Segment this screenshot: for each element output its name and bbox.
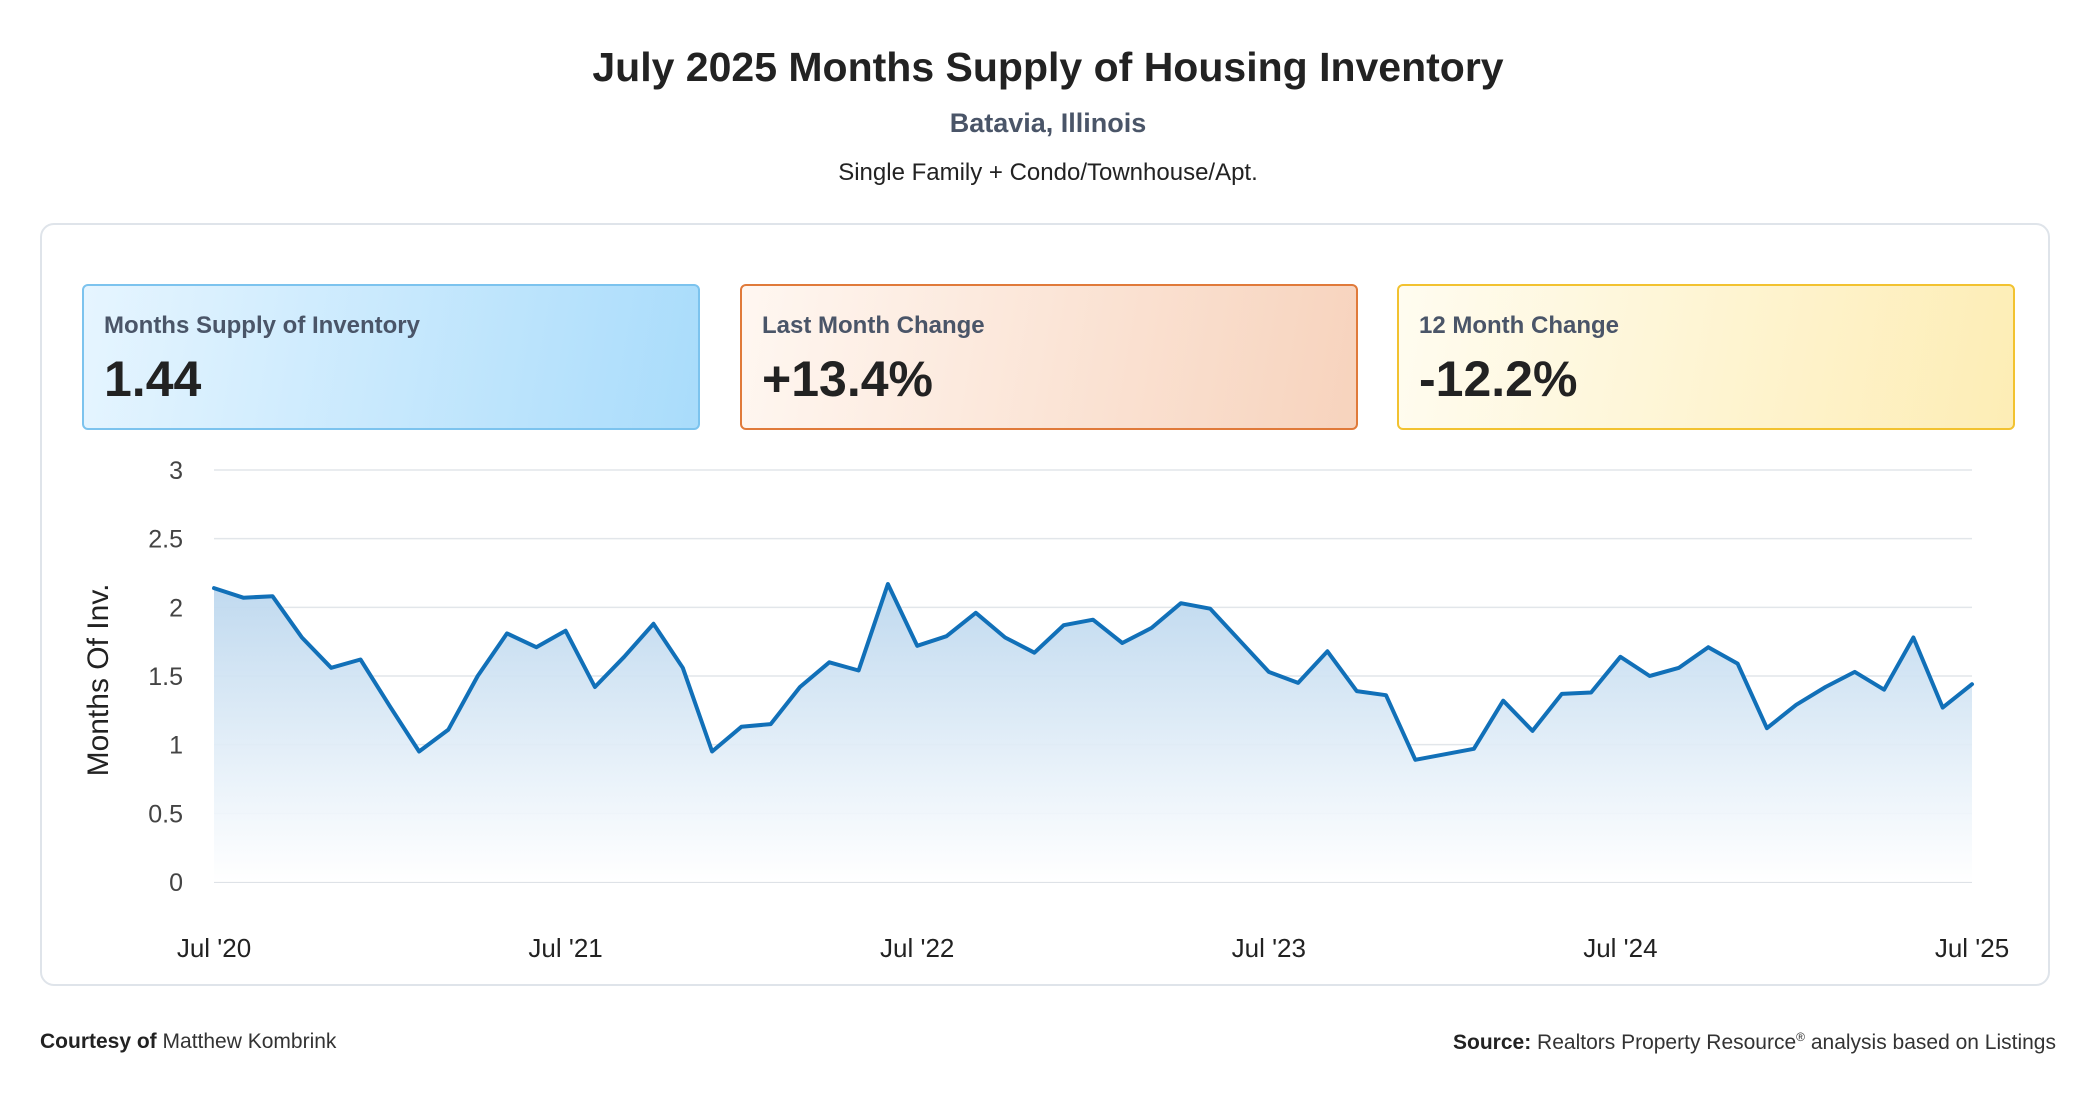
courtesy-label: Courtesy of <box>40 1030 157 1053</box>
data-point[interactable] <box>794 681 806 693</box>
data-point[interactable] <box>1028 647 1040 659</box>
y-tick-label: 2.5 <box>148 526 183 554</box>
data-point[interactable] <box>413 746 425 758</box>
data-point[interactable] <box>1820 681 1832 693</box>
data-point[interactable] <box>941 630 953 642</box>
data-point[interactable] <box>1644 670 1656 682</box>
card-label: Months Supply of Inventory <box>104 312 420 339</box>
data-point[interactable] <box>1614 651 1626 663</box>
x-tick-label: Jul '25 <box>1935 933 2009 963</box>
card-label: Last Month Change <box>762 312 985 339</box>
data-point[interactable] <box>1116 637 1128 649</box>
data-point[interactable] <box>1234 634 1246 646</box>
data-point[interactable] <box>1175 597 1187 609</box>
data-point[interactable] <box>560 625 572 637</box>
data-point[interactable] <box>1409 754 1421 766</box>
data-point[interactable] <box>1878 684 1890 696</box>
data-point[interactable] <box>296 632 308 644</box>
property-segment: Single Family + Condo/Townhouse/Apt. <box>838 159 1258 186</box>
courtesy-credit: Courtesy of Matthew Kombrink <box>40 1030 336 1054</box>
twelve-month-change-card: 12 Month Change -12.2% <box>1397 284 2015 430</box>
data-point[interactable] <box>823 656 835 668</box>
data-point[interactable] <box>1146 622 1158 634</box>
registered-mark: ® <box>1796 1030 1805 1044</box>
data-point[interactable] <box>1087 614 1099 626</box>
data-point[interactable] <box>735 721 747 733</box>
data-point[interactable] <box>677 662 689 674</box>
data-point[interactable] <box>1761 722 1773 734</box>
data-point[interactable] <box>853 665 865 677</box>
data-point[interactable] <box>501 627 513 639</box>
data-point[interactable] <box>1907 632 1919 644</box>
data-point[interactable] <box>618 651 630 663</box>
data-point[interactable] <box>237 592 249 604</box>
card-value: -12.2% <box>1419 351 1578 407</box>
x-tick-label: Jul '21 <box>528 933 602 963</box>
data-point[interactable] <box>1058 619 1070 631</box>
data-point[interactable] <box>384 700 396 712</box>
data-point[interactable] <box>1849 666 1861 678</box>
data-point[interactable] <box>706 746 718 758</box>
data-point[interactable] <box>1292 677 1304 689</box>
data-point[interactable] <box>1585 686 1597 698</box>
data-point[interactable] <box>1468 743 1480 755</box>
data-point[interactable] <box>970 607 982 619</box>
y-tick-label: 1.5 <box>148 663 183 691</box>
data-point[interactable] <box>1790 699 1802 711</box>
x-tick-label: Jul '23 <box>1232 933 1306 963</box>
data-point[interactable] <box>1527 725 1539 737</box>
series-area-fill <box>214 584 1972 882</box>
data-point[interactable] <box>911 640 923 652</box>
agent-name: Matthew Kombrink <box>162 1030 337 1053</box>
y-tick-label: 3 <box>169 457 183 485</box>
x-tick-label: Jul '22 <box>880 933 954 963</box>
y-axis-label: Months Of Inv. <box>82 584 115 777</box>
data-point[interactable] <box>1439 748 1451 760</box>
data-point[interactable] <box>442 724 454 736</box>
data-point[interactable] <box>1263 666 1275 678</box>
location-subtitle: Batavia, Illinois <box>949 108 1147 138</box>
data-point[interactable] <box>765 718 777 730</box>
data-point[interactable] <box>1556 688 1568 700</box>
data-point[interactable] <box>648 618 660 630</box>
y-tick-label: 2 <box>169 594 183 622</box>
data-point[interactable] <box>267 590 279 602</box>
card-value: 1.44 <box>104 351 202 407</box>
data-point[interactable] <box>589 681 601 693</box>
data-point[interactable] <box>1966 678 1978 690</box>
x-tick-label: Jul '24 <box>1583 933 1657 963</box>
data-point[interactable] <box>882 578 894 590</box>
data-point[interactable] <box>1321 645 1333 657</box>
last-month-change-card: Last Month Change +13.4% <box>740 284 1358 430</box>
data-point[interactable] <box>1497 695 1509 707</box>
data-point[interactable] <box>355 654 367 666</box>
source-text-rest: analysis based on Listings <box>1805 1031 2056 1054</box>
series-line <box>212 582 1974 762</box>
months-supply-card: Months Supply of Inventory 1.44 <box>82 284 700 430</box>
data-point[interactable] <box>1673 662 1685 674</box>
x-tick-label: Jul '20 <box>177 933 251 963</box>
source-credit: Source: Realtors Property Resource® anal… <box>1453 1030 2056 1055</box>
source-label: Source: <box>1453 1031 1532 1054</box>
data-point[interactable] <box>999 632 1011 644</box>
chart-title: July 2025 Months Supply of Housing Inven… <box>592 44 1504 90</box>
source-text: Realtors Property Resource <box>1537 1031 1797 1054</box>
data-point[interactable] <box>472 670 484 682</box>
data-point[interactable] <box>1351 685 1363 697</box>
y-tick-label: 1 <box>169 732 183 760</box>
y-tick-label: 0.5 <box>148 800 183 828</box>
y-tick-label: 0 <box>169 869 183 897</box>
data-point[interactable] <box>1204 603 1216 615</box>
data-point[interactable] <box>530 641 542 653</box>
card-value: +13.4% <box>762 351 933 407</box>
data-point[interactable] <box>1380 689 1392 701</box>
data-point[interactable] <box>1702 641 1714 653</box>
data-point[interactable] <box>208 582 220 594</box>
card-label: 12 Month Change <box>1419 312 1620 339</box>
data-point[interactable] <box>325 662 337 674</box>
data-point[interactable] <box>1937 702 1949 714</box>
data-point[interactable] <box>1732 658 1744 670</box>
